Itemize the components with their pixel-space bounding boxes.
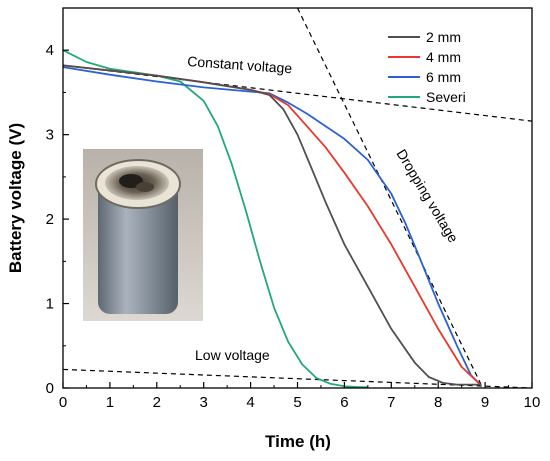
x-tick-label: 9 — [481, 394, 489, 411]
x-tick-label: 0 — [59, 394, 67, 411]
y-tick-label: 0 — [46, 380, 54, 397]
x-tick-label: 7 — [387, 394, 395, 411]
legend-label-2mm: 2 mm — [426, 29, 461, 45]
x-tick-label: 2 — [153, 394, 161, 411]
y-tick-label: 4 — [46, 42, 54, 59]
x-tick-label: 6 — [340, 394, 348, 411]
annotation-constant-voltage: Constant voltage — [187, 53, 293, 76]
annotation-low-voltage: Low voltage — [195, 347, 270, 363]
y-tick-label: 3 — [46, 127, 54, 144]
battery-photo-inset — [83, 149, 203, 321]
x-tick-label: 10 — [524, 394, 541, 411]
series-line-2mm — [63, 64, 481, 386]
reference-line-dropping-voltage — [296, 8, 484, 388]
annotation-dropping-voltage: Dropping voltage — [393, 146, 461, 245]
y-tick-label: 1 — [46, 296, 54, 313]
x-tick-label: 5 — [293, 394, 301, 411]
y-axis-title: Battery voltage (V) — [6, 123, 25, 273]
x-tick-label: 8 — [434, 394, 442, 411]
legend-label-severi: Severi — [426, 89, 466, 105]
x-axis-title: Time (h) — [265, 432, 331, 451]
reference-line-constant-voltage — [63, 64, 532, 122]
x-tick-label: 4 — [246, 394, 254, 411]
y-tick-label: 2 — [46, 211, 54, 228]
x-tick-label: 3 — [200, 394, 208, 411]
legend: 2 mm 4 mm 6 mm Severi — [388, 29, 466, 105]
plot-area: 0 1 2 3 4 5 6 7 8 9 10 0 1 2 3 4 — [46, 7, 541, 411]
legend-label-4mm: 4 mm — [426, 49, 461, 65]
series-line-6mm — [63, 66, 482, 386]
x-tick-label: 1 — [106, 394, 114, 411]
legend-label-6mm: 6 mm — [426, 69, 461, 85]
